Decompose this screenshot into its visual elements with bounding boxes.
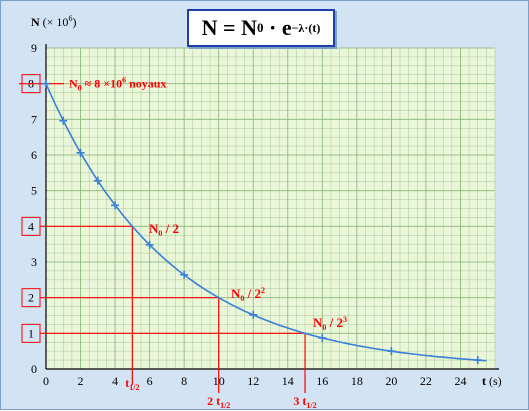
x-tick-label: 14 xyxy=(282,374,294,388)
half-life-label-3: 3 t1/2 xyxy=(293,394,316,410)
annotation-n0-unit: noyaux xyxy=(126,77,166,91)
annotation-n0-value: ≈ 8 ×10 xyxy=(82,77,122,91)
x-tick-label: 2 xyxy=(78,374,84,388)
formula-e: e xyxy=(281,15,292,40)
x-tick-label: 12 xyxy=(247,374,259,388)
y-tick-label: 9 xyxy=(31,41,37,55)
data-point xyxy=(93,176,102,185)
x-tick-label: 4 xyxy=(112,374,118,388)
formula-lhs: N xyxy=(201,15,218,40)
x-axis-title-unit: (s) xyxy=(486,374,502,388)
boxed-y-label: 4 xyxy=(28,219,34,233)
half-life-sub: 1/2 xyxy=(306,401,316,410)
half-life-symbol: t xyxy=(125,376,129,390)
data-point xyxy=(180,270,189,279)
x-tick-label: 8 xyxy=(181,374,187,388)
boxed-y-label: 1 xyxy=(28,326,34,340)
half-life-symbol: t xyxy=(302,394,306,408)
y-tick-label: 3 xyxy=(31,255,37,269)
formula-exponent: −λ·(t) xyxy=(291,20,321,35)
y-axis-title-close: ) xyxy=(72,15,76,29)
annotation-exp: 3 xyxy=(343,315,347,324)
y-axis-title: N (× 106) xyxy=(31,14,76,29)
half-life-symbol: t xyxy=(216,394,220,408)
y-tick-label: 0 xyxy=(31,362,37,376)
y-tick-label: 5 xyxy=(31,184,37,198)
annotation-half-3: N0 / 23 xyxy=(313,315,347,332)
annotation-half-2: N0 / 22 xyxy=(231,286,265,303)
annotation-symbol: N xyxy=(149,221,159,236)
half-life-label-1: t1/2 xyxy=(125,376,139,392)
data-point xyxy=(76,148,85,157)
annotation-half-1: N0 / 2 xyxy=(149,221,179,238)
y-axis-title-unit: (× 10 xyxy=(40,15,69,29)
half-life-sub: 1/2 xyxy=(220,401,230,410)
annotation-sub: 0 xyxy=(240,294,244,303)
half-life-label-2: 2 t1/2 xyxy=(207,394,230,410)
half-life-multiplier: 2 xyxy=(207,394,216,408)
annotation-n0-exp: 6 xyxy=(122,76,126,85)
y-axis-title-symbol: N xyxy=(31,15,40,29)
x-tick-label: 16 xyxy=(316,374,328,388)
annotation-exp: 2 xyxy=(261,286,265,295)
data-point xyxy=(59,116,68,125)
data-point xyxy=(42,79,50,88)
data-point xyxy=(473,356,482,365)
y-axis-title-exp: 6 xyxy=(68,14,72,23)
annotation-n0: N0 ≈ 8 ×106 noyaux xyxy=(69,76,166,93)
x-tick-label: 6 xyxy=(147,374,153,388)
y-tick-label: 7 xyxy=(31,112,37,126)
data-point xyxy=(387,347,396,356)
data-point xyxy=(111,201,120,210)
formula-n: N xyxy=(241,15,257,40)
half-life-multiplier: 3 xyxy=(293,394,302,408)
x-tick-label: 22 xyxy=(420,374,432,388)
decay-curve xyxy=(45,83,487,362)
formula-dot: · xyxy=(268,15,277,40)
data-point xyxy=(145,240,154,249)
annotation-n0-sub: 0 xyxy=(78,84,82,93)
annotation-tail: / 2 xyxy=(162,221,179,236)
annotation-symbol: N xyxy=(313,315,323,330)
annotation-sub: 0 xyxy=(158,229,162,238)
annotation-tail: / 2 xyxy=(244,286,261,301)
annotation-tail: / 2 xyxy=(326,315,343,330)
formula-eq: = xyxy=(223,15,236,40)
boxed-y-label: 2 xyxy=(28,291,34,305)
x-tick-label: 0 xyxy=(43,374,49,388)
formula-n-sub: 0 xyxy=(256,20,264,35)
annotation-n0-symbol: N xyxy=(69,77,78,91)
x-tick-label: 20 xyxy=(385,374,397,388)
x-axis-title-symbol: t xyxy=(482,374,486,388)
y-tick-label: 6 xyxy=(31,148,37,162)
x-tick-label: 18 xyxy=(351,374,363,388)
data-point xyxy=(318,333,327,342)
x-axis-title: t (s) xyxy=(482,374,502,388)
data-point xyxy=(249,310,258,319)
annotation-sub: 0 xyxy=(322,323,326,332)
x-tick-label: 24 xyxy=(454,374,466,388)
half-life-sub: 1/2 xyxy=(129,383,139,392)
annotation-symbol: N xyxy=(231,286,241,301)
